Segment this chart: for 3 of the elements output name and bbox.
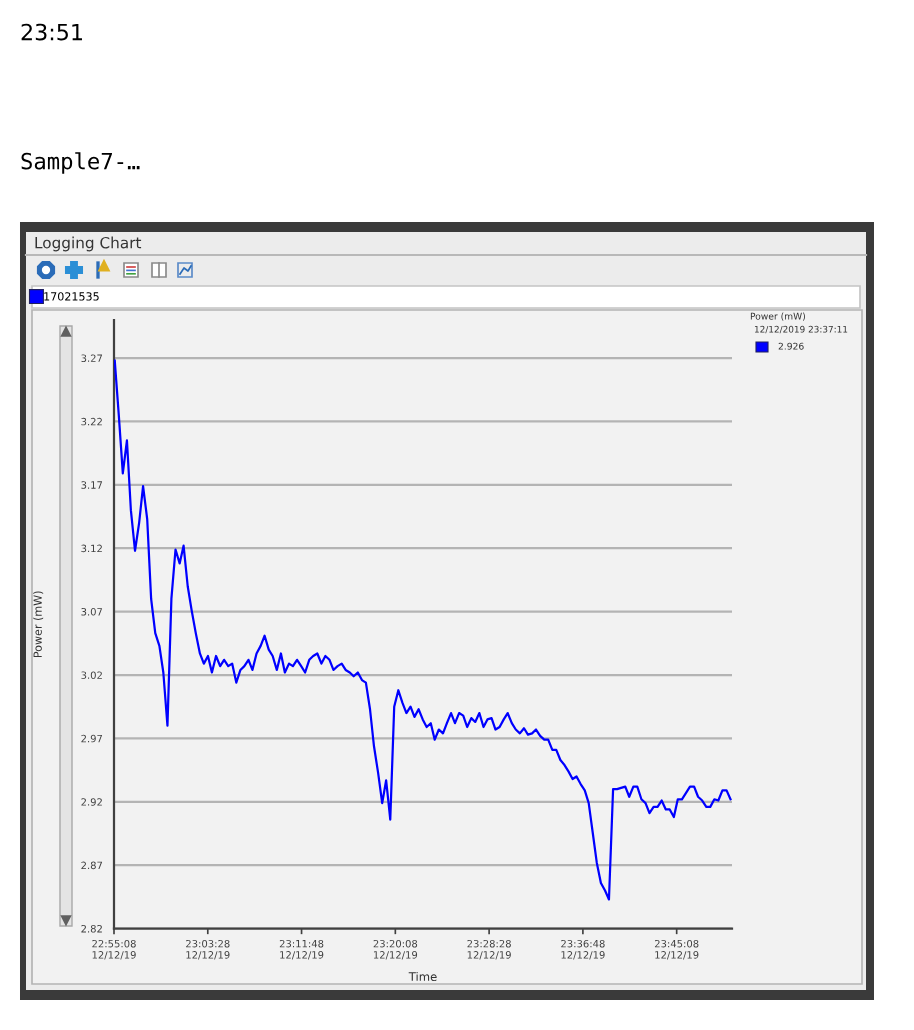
line-series	[114, 359, 732, 901]
text: 23:51	[21, 23, 82, 41]
text: Sample7-…	[21, 152, 140, 174]
